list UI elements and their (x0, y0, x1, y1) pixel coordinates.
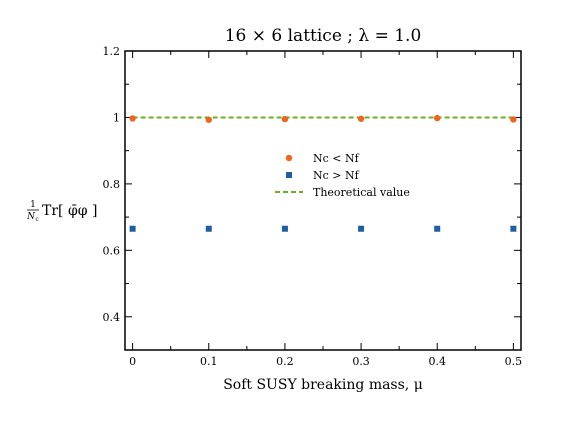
y-axis-title-numerator: 1 (30, 200, 36, 210)
point-nc-gt-nf (281, 225, 288, 232)
plot-area-frame (124, 50, 522, 351)
y-axis-title-subscript: c (35, 216, 39, 223)
data-marks (129, 114, 517, 232)
legend-label: Theoretical value (313, 186, 410, 199)
y-tick-label: 1 (113, 111, 120, 124)
y-axis-ticks: 0.4 0.6 0.8 1 1.2 (103, 45, 521, 351)
x-tick-label: 0 (129, 355, 136, 368)
y-axis-title-main: Tr[ φ̄φ ] (42, 203, 97, 219)
point-nc-lt-nf (129, 115, 136, 122)
legend: Nc < Nf Nc > Nf Theoretical value (275, 152, 410, 199)
point-nc-gt-nf (510, 225, 517, 232)
legend-swatch-circle (285, 154, 293, 162)
point-nc-lt-nf (357, 115, 365, 122)
chart-title: 16 × 6 lattice ; λ = 1.0 (225, 26, 422, 46)
y-tick-label: 1.2 (103, 45, 121, 58)
legend-label: Nc > Nf (313, 169, 360, 182)
x-tick-label: 0.4 (428, 355, 446, 368)
legend-swatch-square (286, 172, 292, 178)
y-axis-title: 1 N c Tr[ φ̄φ ] (26, 200, 97, 223)
point-nc-gt-nf (205, 225, 212, 232)
point-nc-lt-nf (434, 114, 441, 122)
point-nc-gt-nf (434, 225, 441, 232)
x-tick-label: 0.2 (276, 355, 294, 368)
y-axis-title-denominator: N (26, 212, 36, 222)
x-axis-ticks: 0 0.1 0.2 0.3 0.4 0.5 (129, 51, 522, 368)
point-nc-gt-nf (358, 225, 365, 232)
x-tick-label: 0.5 (505, 355, 523, 368)
point-nc-lt-nf (510, 116, 517, 123)
x-tick-label: 0.3 (352, 355, 370, 368)
point-nc-lt-nf (281, 115, 289, 123)
y-tick-label: 0.8 (103, 178, 121, 191)
x-tick-label: 0.1 (200, 355, 218, 368)
y-tick-label: 0.4 (103, 311, 121, 324)
x-axis-title: Soft SUSY breaking mass, μ (223, 377, 423, 393)
point-nc-gt-nf (129, 225, 136, 232)
point-nc-lt-nf (205, 116, 212, 123)
y-tick-label: 0.6 (103, 244, 121, 257)
legend-label: Nc < Nf (313, 152, 360, 165)
